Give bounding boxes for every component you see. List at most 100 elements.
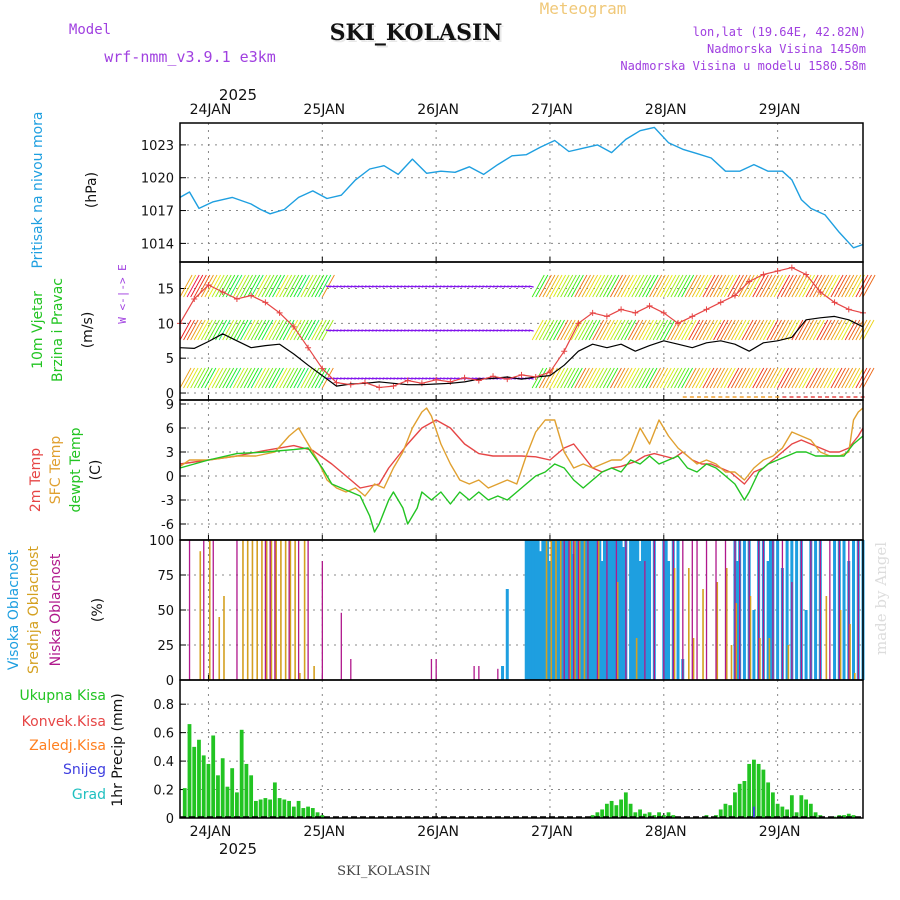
wind-barb [361,285,367,288]
wind-barb [311,319,324,341]
low-cloud-bar [573,540,575,680]
wind-barb [400,285,406,288]
low-cloud-bar [791,582,793,680]
wind-barb [500,329,506,332]
wind-barb [606,274,620,298]
wind-barb [535,274,549,298]
high-cloud-bar [631,540,635,680]
low-cloud-bar [663,540,665,680]
wind-barb [613,367,626,389]
day-label-bottom: 29JAN [759,824,801,840]
model-name: wrf-nmm_v3.9.1 e3km [104,48,276,66]
wind-barb [268,367,281,389]
wind-barb [282,319,295,341]
wind-barb [183,319,195,341]
wind-barb [663,367,676,389]
wind-barb [816,319,829,341]
wind-barb [620,367,633,389]
wind-barb [723,319,736,341]
wind-barb [531,319,544,341]
wind-barb [677,367,690,389]
wind-barb [211,319,224,341]
wind-barb [218,319,231,341]
wind-barb [190,367,203,389]
wind-barb [560,319,573,341]
plot-layer: 24JAN 24JAN 25JAN 25JAN 26JAN 26JAN 27JAN 27JAN… [6,102,876,840]
credit-watermark: made by Angel [872,542,890,655]
wind-barb [620,274,634,298]
wind-barb [428,329,435,332]
wind-barb [282,274,296,298]
panel-precip: 0 0.2 0.4 0.6 0.8 [153,680,863,827]
wind-barb [649,274,663,298]
wind-barb [318,274,332,298]
low-cloud-bar [435,659,437,680]
wind-barb [264,274,278,298]
wind-barb [225,274,239,298]
precip-bar [310,808,315,818]
day-label-bottom: 26JAN [417,824,459,840]
wind-barb [347,285,353,288]
wind-barb [652,319,665,341]
high-cloud-bar [619,540,623,680]
y-tick-label: 0.4 [153,755,174,770]
mid-cloud-bar [616,582,619,680]
mid-cloud-bar [223,596,225,680]
wind-barb [211,367,224,389]
day-label-top: 24JAN [190,102,232,118]
wind-barb [691,319,704,341]
wind-barb [432,285,438,288]
wind-barb [439,285,445,288]
precip-bar [718,809,723,818]
wind-barb [218,367,231,389]
wind-barb [674,367,686,389]
wind-barb [261,367,274,389]
wind-barb [279,367,291,389]
wind-barb [563,367,576,389]
wind-barb [663,319,676,341]
wind-barb [421,377,428,380]
wind-barb [791,367,804,389]
wind-barb [257,274,271,298]
low-cloud-bar [212,540,214,680]
wind-barb [250,319,263,341]
y-tick-label: 75 [157,569,174,584]
wind-barb [428,285,435,288]
wind-barb [414,285,420,288]
wind-barb [521,285,527,288]
wind-barb [350,377,356,380]
wind-barb [272,274,285,298]
cloud-side-label: Srednja Oblacnost [26,546,42,674]
precip-bar [239,729,244,818]
wind-barb [560,367,573,389]
wind-barb [627,367,640,389]
wind-barb [453,329,460,332]
wind-barb [261,319,274,341]
wind-barb [819,367,832,389]
high-cloud-bar [555,540,559,680]
compass-label: W <-|-> E [116,264,129,324]
wind-barb [855,367,868,389]
wind-barb [411,329,417,332]
wind-barb [468,329,474,332]
wind-side-label: Brzina i Pravac [50,278,66,382]
wind-barb [563,319,576,341]
wind-barb [386,329,392,332]
precip-bar [272,782,277,818]
wind-barb [809,367,822,389]
wind-barb [314,274,328,298]
wind-barb [311,274,325,298]
wind-barb [830,274,844,298]
wind-barb [645,274,659,298]
wind-barb [343,285,349,288]
wind-barb [254,319,267,341]
wind-barb [795,367,807,389]
wind-barb [730,274,744,298]
precip-bar [638,809,642,818]
wind-barb [698,367,711,389]
wind-barb [421,285,428,288]
wind-barb [193,274,207,298]
low-cloud-bar [478,666,480,680]
wind-barb [787,274,801,298]
temp-line [179,419,864,489]
